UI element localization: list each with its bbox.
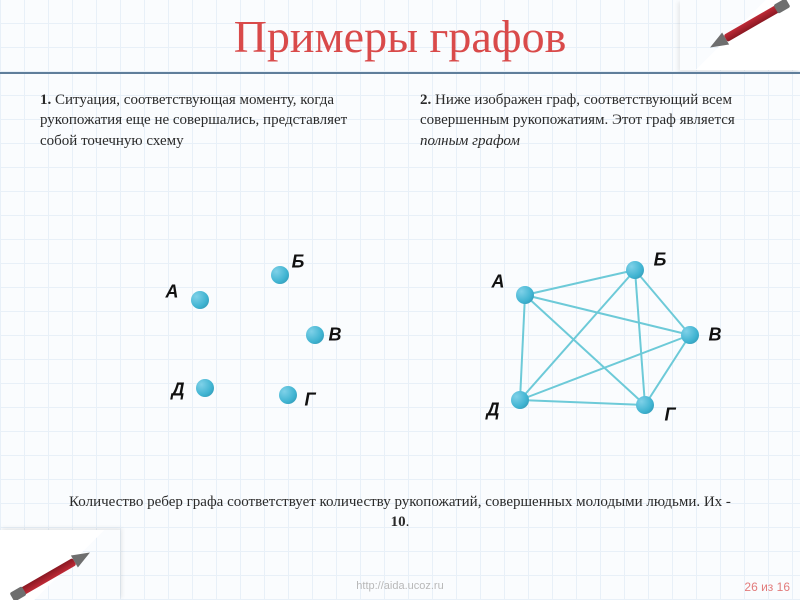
pen-icon xyxy=(9,546,94,600)
col1-num: 1. xyxy=(40,92,51,108)
graph-node-label: Б xyxy=(292,252,305,273)
graph-node xyxy=(306,326,324,344)
graph-node-label: Д xyxy=(172,380,185,401)
graph-node xyxy=(681,326,699,344)
graph-node-label: В xyxy=(709,325,722,346)
graph-node-label: Д xyxy=(487,400,500,421)
diagram-point-scheme: А Б В Г Д xyxy=(130,220,380,440)
text-columns: 1. Ситуация, соответствующая моменту, ко… xyxy=(40,90,760,151)
graph-node xyxy=(279,386,297,404)
graph-node xyxy=(511,391,529,409)
col2-num: 2. xyxy=(420,92,431,108)
caption-c: . xyxy=(406,514,410,530)
page-number: 26 из 16 xyxy=(744,580,790,594)
graph-node xyxy=(191,291,209,309)
graph-node xyxy=(626,261,644,279)
graph-node xyxy=(196,379,214,397)
graph-node xyxy=(636,396,654,414)
diagram-area: А Б В Г Д А Б В Г Д xyxy=(0,220,800,500)
col2-text: Ниже изображен граф, соответствующий все… xyxy=(420,92,735,128)
graph-node-label: В xyxy=(329,325,342,346)
caption-b: 10 xyxy=(391,514,406,530)
graph-node-label: А xyxy=(166,282,179,303)
graph-node-label: А xyxy=(492,272,505,293)
slide-title: Примеры графов xyxy=(0,10,800,63)
graph-node xyxy=(271,266,289,284)
column-2: 2. Ниже изображен граф, соответствующий … xyxy=(420,90,760,151)
caption-a: Количество ребер графа соответствует кол… xyxy=(69,494,731,510)
col2-italic: полным графом xyxy=(420,133,520,149)
graph-node-label: Г xyxy=(304,390,315,411)
slide: Примеры графов 1. Ситуация, соответствую… xyxy=(0,0,800,600)
col1-text: Ситуация, соответствующая моменту, когда… xyxy=(40,92,347,149)
graph-node-label: Г xyxy=(664,405,675,426)
title-underline xyxy=(0,72,800,74)
graph-node xyxy=(516,286,534,304)
footer-link: http://aida.ucoz.ru xyxy=(356,580,443,592)
graph-node-label: Б xyxy=(654,250,667,271)
corner-decoration-bl xyxy=(0,530,120,600)
caption: Количество ребер графа соответствует кол… xyxy=(60,492,740,533)
diagram-complete-graph: А Б В Г Д xyxy=(460,220,740,440)
column-1: 1. Ситуация, соответствующая моменту, ко… xyxy=(40,90,380,151)
